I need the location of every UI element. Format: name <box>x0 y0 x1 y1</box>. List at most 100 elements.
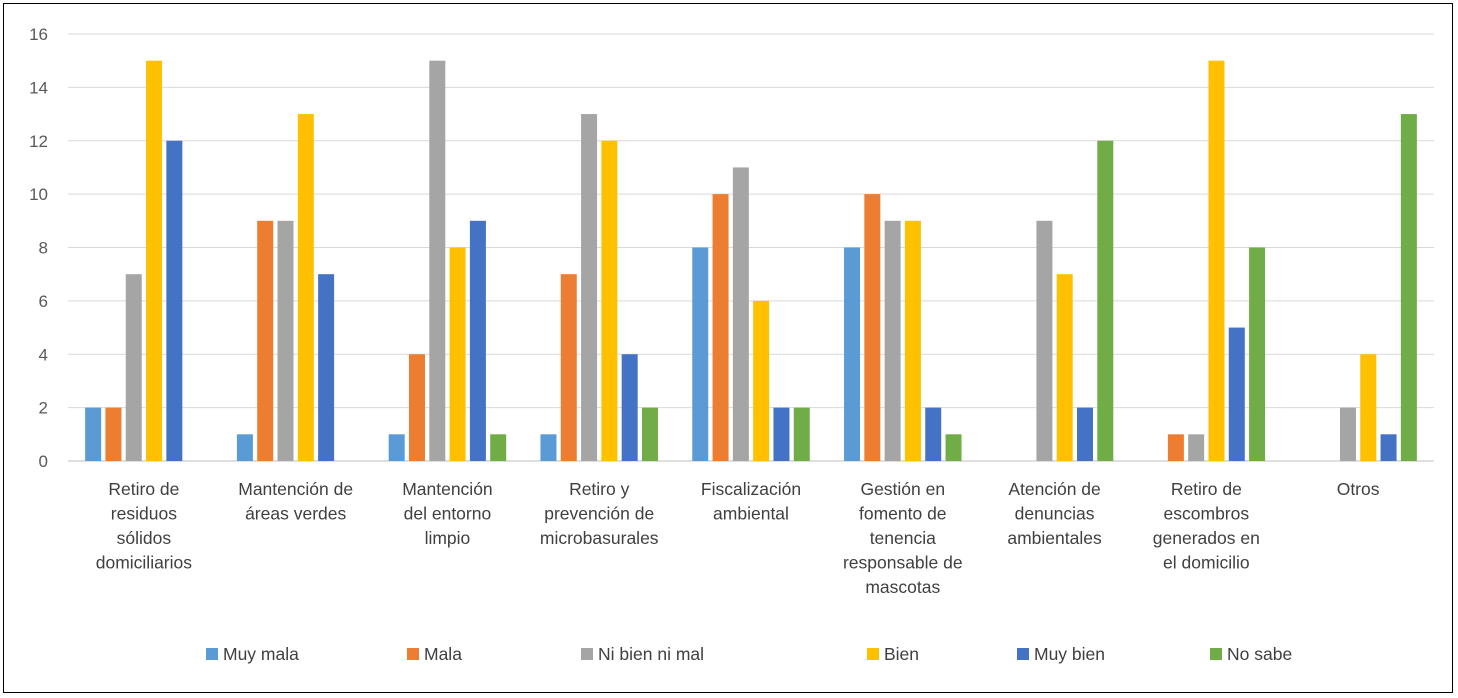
bar <box>1036 220 1053 461</box>
bar <box>429 60 446 461</box>
bar <box>793 407 810 461</box>
bar <box>1097 140 1114 461</box>
bar <box>236 434 253 461</box>
bar <box>257 220 274 461</box>
bar <box>1380 434 1397 461</box>
legend-label: Bien <box>884 644 919 664</box>
labels-layer: 0 2 4 6 8 10 12 14 16 Retiro de residuos sólidos dom… <box>29 25 1380 597</box>
bar <box>1249 247 1266 461</box>
bars-layer <box>85 60 1417 461</box>
x-category-label: Mantención de <box>238 479 353 499</box>
bar <box>318 274 335 461</box>
y-tick-label: 0 <box>39 452 48 471</box>
legend-label: Muy bien <box>1034 644 1105 664</box>
x-category-label: domiciliarios <box>96 553 193 573</box>
bar <box>712 194 729 461</box>
x-category-label: limpio <box>425 528 471 548</box>
y-tick-label: 8 <box>39 239 48 258</box>
bar <box>1188 434 1205 461</box>
y-tick-label: 6 <box>39 292 48 311</box>
bar <box>884 220 901 461</box>
x-category-label: Otros <box>1337 479 1380 499</box>
bar <box>1208 60 1225 461</box>
bar <box>1339 407 1356 461</box>
bar <box>277 220 294 461</box>
y-tick-label: 14 <box>29 78 48 97</box>
bar <box>85 407 102 461</box>
legend-label: Muy mala <box>223 644 299 664</box>
x-category-label: ambiental <box>713 504 789 524</box>
legend-label: Mala <box>424 644 462 664</box>
x-category-label: prevención de <box>544 504 654 524</box>
x-category-label: Gestión en <box>860 479 945 499</box>
y-tick-label: 12 <box>29 132 48 151</box>
x-category-label: áreas verdes <box>245 504 346 524</box>
legend-label: Ni bien ni mal <box>598 644 704 664</box>
bar <box>753 300 770 461</box>
x-category-label: sólidos <box>117 528 172 548</box>
legend-swatch <box>206 648 218 660</box>
bar <box>166 140 183 461</box>
x-category-label: el domicilio <box>1163 553 1250 573</box>
bar <box>925 407 942 461</box>
x-category-label: Retiro de <box>1171 479 1242 499</box>
bar <box>945 434 962 461</box>
bar <box>1228 327 1245 461</box>
y-tick-label: 2 <box>39 399 48 418</box>
bar <box>125 274 142 461</box>
legend-swatch <box>867 648 879 660</box>
x-category-label: ambientales <box>1007 528 1102 548</box>
legend-swatch <box>1210 648 1222 660</box>
bar <box>105 407 122 461</box>
bar <box>641 407 658 461</box>
x-category-label: mascotas <box>865 577 940 597</box>
y-tick-label: 10 <box>29 185 48 204</box>
x-category-label: fomento de <box>859 504 947 524</box>
x-category-label: Atención de <box>1008 479 1100 499</box>
x-category-label: microbasurales <box>540 528 659 548</box>
bar <box>146 60 163 461</box>
x-category-label: residuos <box>111 504 177 524</box>
x-category-label: responsable de <box>843 553 963 573</box>
legend-label: No sabe <box>1227 644 1292 664</box>
legend-swatch <box>581 648 593 660</box>
legend-swatch <box>1017 648 1029 660</box>
bar <box>449 247 466 461</box>
bar <box>490 434 507 461</box>
x-category-label: Mantención <box>402 479 492 499</box>
x-category-label: tenencia <box>870 528 936 548</box>
bar <box>1400 114 1417 461</box>
bar <box>1056 274 1073 461</box>
legend: Muy mala Mala Ni bien ni mal Bien Muy bien No… <box>206 644 1292 664</box>
bar <box>297 114 314 461</box>
bar <box>844 247 861 461</box>
x-category-label: Fiscalización <box>701 479 801 499</box>
bar <box>692 247 709 461</box>
grid-layer <box>68 33 1434 462</box>
bar <box>469 220 486 461</box>
bar <box>864 194 881 461</box>
y-tick-label: 16 <box>29 25 48 44</box>
bar <box>621 354 638 461</box>
legend-swatch <box>407 648 419 660</box>
bar <box>388 434 405 461</box>
bar <box>773 407 790 461</box>
bar <box>560 274 577 461</box>
x-category-label: Retiro de <box>108 479 179 499</box>
bar <box>408 354 425 461</box>
y-tick-label: 4 <box>39 345 48 364</box>
bar <box>1077 407 1094 461</box>
x-category-label: escombros <box>1164 504 1250 524</box>
x-category-label: del entorno <box>404 504 492 524</box>
bar <box>601 140 618 461</box>
bar <box>732 167 749 461</box>
bar <box>1360 354 1377 461</box>
bar <box>1167 434 1184 461</box>
bar <box>904 220 921 461</box>
x-category-label: Retiro y <box>569 479 630 499</box>
x-category-label: generados en <box>1153 528 1260 548</box>
bar <box>581 114 598 461</box>
x-category-label: denuncias <box>1015 504 1095 524</box>
bar <box>540 434 557 461</box>
